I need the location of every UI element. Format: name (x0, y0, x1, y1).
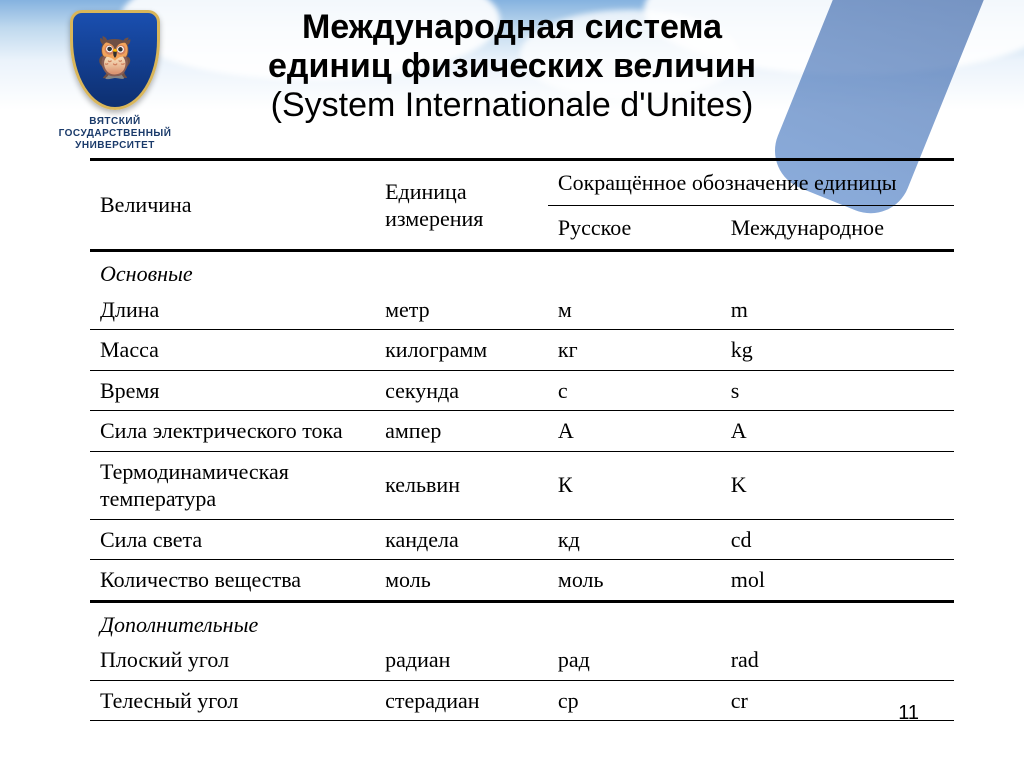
cell-unit: кандела (375, 519, 548, 560)
logo-text-line1: ВЯТСКИЙ (55, 116, 175, 128)
header-abbr-group: Сокращённое обозначение единицы (548, 160, 954, 206)
header-russian: Русское (548, 205, 721, 251)
cell-intl: m (721, 290, 954, 330)
cell-quantity: Количество вещества (90, 560, 375, 602)
cell-intl: A (721, 411, 954, 452)
cell-unit: метр (375, 290, 548, 330)
cell-quantity: Время (90, 370, 375, 411)
cell-unit: ампер (375, 411, 548, 452)
cell-unit: стерадиан (375, 680, 548, 721)
page-number: 11 (898, 702, 919, 725)
cell-intl: cr (721, 680, 954, 721)
cell-intl: mol (721, 560, 954, 602)
cell-ru: А (548, 411, 721, 452)
cell-unit: килограмм (375, 330, 548, 371)
cell-ru: кд (548, 519, 721, 560)
units-table-container: Величина Единица измерения Сокращённое о… (90, 158, 954, 721)
cell-intl: rad (721, 640, 954, 680)
cell-unit: секунда (375, 370, 548, 411)
section-label: Основные (90, 251, 954, 290)
cell-ru: кг (548, 330, 721, 371)
cell-unit: моль (375, 560, 548, 602)
units-table: Величина Единица измерения Сокращённое о… (90, 158, 954, 721)
header-quantity: Величина (90, 160, 375, 251)
logo-text-line3: УНИВЕРСИТЕТ (55, 140, 175, 152)
cell-quantity: Плоский угол (90, 640, 375, 680)
cell-quantity: Телесный угол (90, 680, 375, 721)
cell-quantity: Масса (90, 330, 375, 371)
header-international: Международное (721, 205, 954, 251)
cell-ru: моль (548, 560, 721, 602)
university-logo: 🦉 ВЯТСКИЙ ГОСУДАРСТВЕННЫЙ УНИВЕРСИТЕТ (55, 10, 175, 152)
cell-ru: с (548, 370, 721, 411)
cell-quantity: Термодинамическая температура (90, 451, 375, 519)
cell-quantity: Сила электрического тока (90, 411, 375, 452)
cell-intl: kg (721, 330, 954, 371)
cell-intl: K (721, 451, 954, 519)
title-line1: Международная система (172, 8, 852, 47)
cell-quantity: Сила света (90, 519, 375, 560)
cell-ru: м (548, 290, 721, 330)
shield-icon: 🦉 (70, 10, 160, 110)
title-line2: единиц физических величин (172, 47, 852, 86)
title-subtitle: (System Internationale d'Unites) (172, 86, 852, 125)
slide-title: Международная система единиц физических … (172, 8, 852, 125)
cell-ru: К (548, 451, 721, 519)
cell-intl: s (721, 370, 954, 411)
logo-text-line2: ГОСУДАРСТВЕННЫЙ (55, 128, 175, 140)
cell-unit: кельвин (375, 451, 548, 519)
owl-icon: 🦉 (90, 34, 140, 81)
cell-intl: cd (721, 519, 954, 560)
section-label: Дополнительные (90, 601, 954, 640)
header-unit: Единица измерения (375, 160, 548, 251)
cell-unit: радиан (375, 640, 548, 680)
cell-quantity: Длина (90, 290, 375, 330)
cell-ru: ср (548, 680, 721, 721)
cell-ru: рад (548, 640, 721, 680)
